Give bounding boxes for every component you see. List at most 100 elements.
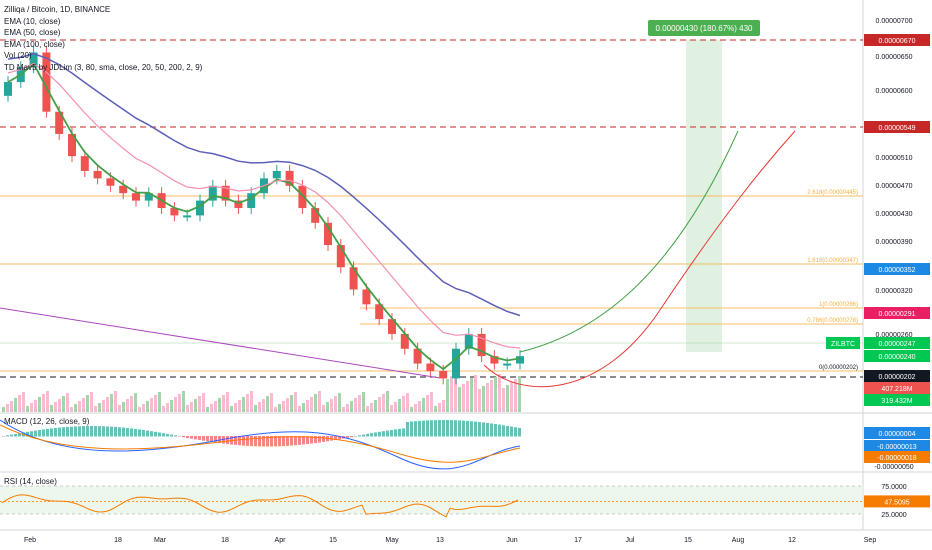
candle-body <box>144 193 153 201</box>
candle-body <box>42 52 51 112</box>
symbol-tag <box>826 337 860 349</box>
macd-histogram-bar <box>402 428 405 437</box>
volume-bar <box>106 397 109 412</box>
macd-histogram-bar <box>258 436 261 447</box>
volume-bar <box>222 395 225 412</box>
volume-bar <box>402 396 405 412</box>
measure-label: 0.00000430 (180.67%) 430 <box>656 24 754 33</box>
projection-red-curve <box>483 130 796 388</box>
candle-body <box>119 185 128 194</box>
candle-body <box>413 348 422 364</box>
symbol-title[interactable]: Zilliqa / Bitcoin, 1D, BINANCE <box>4 5 111 14</box>
macd-histogram-bar <box>198 436 201 441</box>
volume-bar <box>62 396 65 412</box>
rsi-label[interactable]: RSI (14, close) <box>4 477 57 486</box>
legend-volume[interactable]: Vol (20) <box>4 51 32 61</box>
volume-bar <box>454 373 457 412</box>
price-tag-label: 0.00000549 <box>879 125 916 132</box>
fib-level-label: 1(0.00000286) <box>819 302 858 308</box>
macd-histogram-bar <box>394 429 397 437</box>
macd-histogram-bar <box>502 425 505 437</box>
legend-ema100[interactable]: EMA (100, close) <box>4 39 65 49</box>
legend-ema10[interactable]: EMA (10, close) <box>4 16 61 26</box>
candle-body <box>93 170 102 179</box>
volume-bar <box>194 399 197 412</box>
macd-histogram-bar <box>298 436 301 445</box>
candle-body <box>221 185 230 201</box>
macd-histogram-bar <box>514 427 517 437</box>
volume-bar <box>166 403 169 412</box>
time-tick-label: Mar <box>154 537 167 544</box>
price-tag <box>864 121 930 133</box>
candle-body <box>196 200 204 216</box>
macd-histogram-bar <box>34 430 37 437</box>
macd-histogram-bar <box>158 432 161 437</box>
macd-histogram-bar <box>410 421 413 437</box>
volume-bar <box>350 401 353 412</box>
macd-histogram-bar <box>290 436 293 446</box>
volume-bar <box>138 407 141 412</box>
volume-bar <box>98 403 101 412</box>
macd-histogram-bar <box>162 433 165 437</box>
macd-histogram-bar <box>358 435 361 437</box>
price-tag <box>864 34 930 46</box>
macd-histogram-bar <box>114 426 117 437</box>
macd-histogram-bar <box>210 436 213 442</box>
macd-histogram-bar <box>14 433 17 437</box>
macd-histogram-bar <box>370 433 373 437</box>
legend-td-indicator[interactable]: TD Mav5 by JDLim (3, 80, sma, close, 20,… <box>4 62 203 72</box>
macd-histogram-bar <box>490 423 493 437</box>
candle-body <box>68 133 76 157</box>
volume-bar <box>306 400 309 412</box>
macd-histogram-bar <box>414 421 417 437</box>
macd-label[interactable]: MACD (12, 26, close, 9) <box>4 417 90 426</box>
macd-histogram-bar <box>450 420 453 437</box>
volume-bar <box>150 398 153 412</box>
volume-bar <box>294 392 297 412</box>
volume-bar <box>314 394 317 412</box>
candle-body <box>400 333 409 349</box>
macd-histogram-bar <box>302 436 305 445</box>
fib-level-label: 0.786(0.00000278) <box>807 318 858 324</box>
macd-histogram-bar <box>38 430 41 437</box>
volume-bar <box>310 397 313 412</box>
volume-bar <box>158 392 161 412</box>
macd-histogram-bar <box>194 436 197 440</box>
price-tag-label: 0.00000291 <box>879 311 916 318</box>
volume-bar <box>66 393 69 412</box>
legend-ema50[interactable]: EMA (50, close) <box>4 28 61 38</box>
volume-bar <box>174 397 177 412</box>
volume-bar <box>122 402 125 412</box>
macd-histogram-bar <box>226 436 229 445</box>
volume-bar <box>14 398 17 412</box>
volume-bar <box>346 404 349 412</box>
macd-histogram-bar <box>338 436 341 440</box>
macd-histogram-bar <box>94 426 97 437</box>
candle-body <box>272 170 281 179</box>
macd-histogram-bar <box>466 420 469 437</box>
volume-bar <box>322 405 325 412</box>
macd-histogram-bar <box>474 421 477 437</box>
volume-bar <box>366 406 369 412</box>
candle-body <box>388 319 396 334</box>
time-tick-label: 18 <box>114 537 122 544</box>
macd-histogram-bar <box>214 436 217 443</box>
macd-histogram-bar <box>98 426 101 437</box>
macd-histogram-bar <box>350 436 353 438</box>
macd-histogram-bar <box>10 434 13 437</box>
macd-histogram-bar <box>494 424 497 437</box>
macd-histogram-bar <box>130 428 133 437</box>
macd-histogram-bar <box>266 436 269 447</box>
rsi-value-label: 47.5095 <box>884 499 909 506</box>
candle-body <box>4 82 12 96</box>
volume-bar <box>318 391 321 412</box>
macd-histogram-bar <box>42 429 45 437</box>
price-tick-label: 0.00000650 <box>876 54 913 61</box>
volume-bar <box>162 406 165 412</box>
volume-bar <box>478 389 481 412</box>
candle-body <box>490 356 499 364</box>
candle-body <box>452 348 460 379</box>
volume-bar <box>110 394 113 412</box>
volume-bar <box>362 392 365 412</box>
